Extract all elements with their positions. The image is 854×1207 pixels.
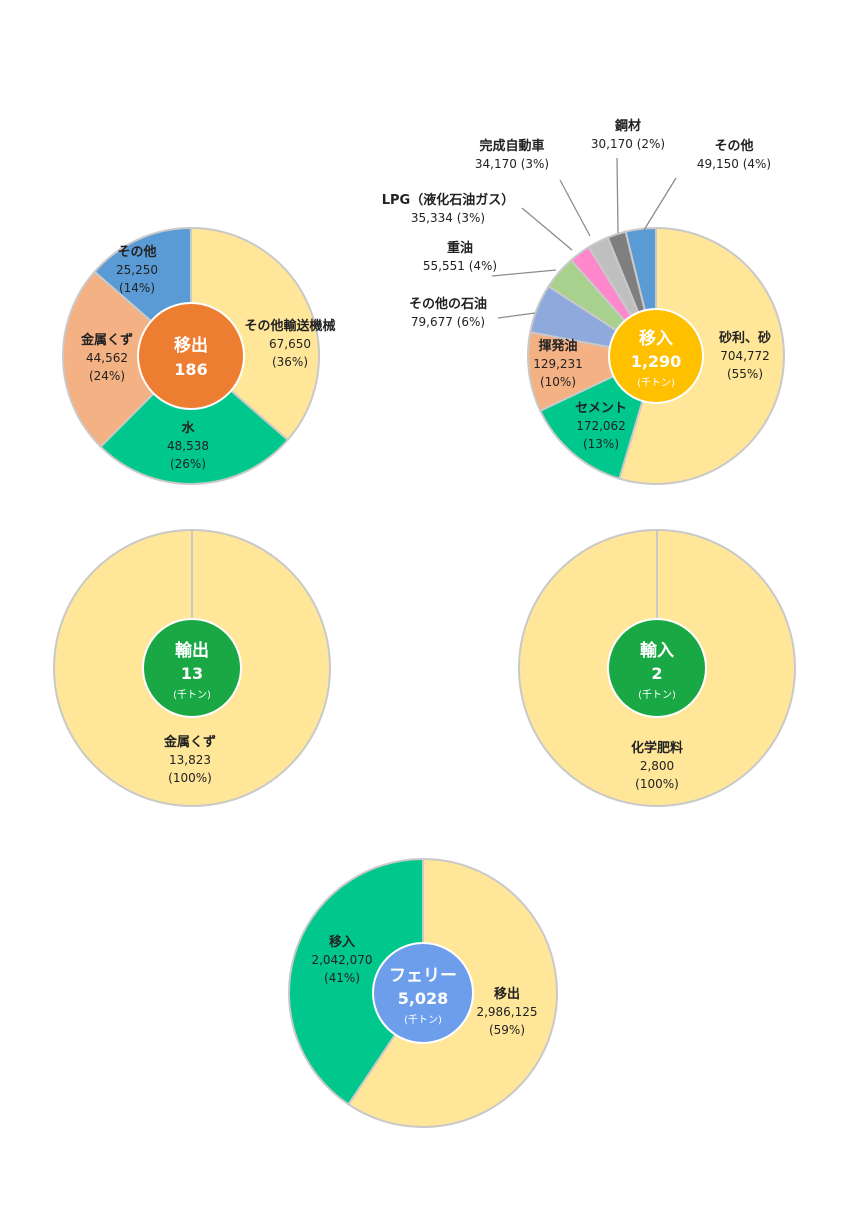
pie-slice	[288, 858, 424, 1106]
slice-label-name: 揮発油	[538, 338, 577, 354]
donut-chart-1: 移出 186 その他輸送機械 67,650 (36%) 水 48,538 (26%) 金属くず 4…	[62, 227, 336, 486]
slice-label-pct: (24%)	[89, 369, 125, 383]
slice-label-value: 25,250	[116, 263, 158, 277]
center-circle	[137, 302, 245, 410]
slice-label-name: その他輸送機械	[244, 318, 335, 334]
slice-label-value: 13,823	[169, 753, 211, 767]
slice-label-pct: (100%)	[635, 777, 679, 791]
center-circle	[372, 942, 474, 1044]
slice-label-value: 129,231	[533, 357, 583, 371]
center-title: フェリー	[389, 966, 457, 986]
slice-label-pct: (26%)	[170, 457, 206, 471]
center-total: 13	[181, 664, 203, 683]
pie-slice	[62, 270, 192, 448]
slice-label-name: 移出	[494, 986, 520, 1002]
slice-label-name: 水	[181, 420, 195, 436]
slice-label-name: その他	[117, 244, 156, 260]
slice-label-value: 2,986,125	[476, 1005, 537, 1019]
donut-chart-2: 移入 1,290 (千トン) 砂利、砂 704,772 (55%) セメント 172,062 (…	[382, 118, 785, 485]
center-circle	[607, 618, 707, 718]
slice-label-name: 砂利、砂	[718, 330, 771, 346]
pie-slice	[190, 227, 321, 441]
leader-line	[559, 179, 591, 237]
slice-label-value: 30,170 (2%)	[591, 137, 665, 151]
slice-label-value: 44,562	[86, 351, 128, 365]
slice-label-name: 鋼材	[614, 118, 641, 134]
slice-label-value: 49,150 (4%)	[697, 157, 771, 171]
slice-label-pct: (59%)	[489, 1023, 525, 1037]
slice-label-name: 完成自動車	[479, 138, 544, 154]
slice-label-name: その他の石油	[409, 296, 487, 312]
center-title: 輸入	[640, 640, 674, 661]
slice-label-value: 2,042,070	[311, 953, 372, 967]
donut-chart-5: フェリー 5,028 (千トン) 移出 2,986,125 (59%) 移入 2,042,07…	[288, 858, 558, 1128]
leader-line	[616, 157, 619, 234]
slice-label-name: 金属くず	[80, 332, 133, 348]
donut-chart-3: 輸出 13 (千トン) 金属くず 13,823 (100%)	[53, 529, 331, 807]
slice-label-pct: (55%)	[727, 367, 763, 381]
slice-label-name: 金属くず	[163, 734, 216, 750]
center-circle	[608, 308, 704, 404]
center-unit: (千トン)	[404, 1014, 442, 1026]
center-title: 移入	[639, 328, 673, 349]
slice-label-value: 48,538	[167, 439, 209, 453]
slice-label-pct: (13%)	[583, 437, 619, 451]
slice-label-name: セメント	[575, 401, 627, 416]
slice-label-value: 55,551 (4%)	[423, 259, 497, 273]
leader-line	[497, 312, 536, 319]
slice-label-value: 172,062	[576, 419, 626, 433]
center-total: 2	[651, 664, 662, 683]
slice-label-name: LPG（液化石油ガス）	[382, 192, 514, 208]
center-total: 1,290	[631, 352, 682, 371]
slice-label-name: その他	[714, 138, 753, 154]
slice-label-pct: (100%)	[168, 771, 212, 785]
slice-label-name: 重油	[447, 240, 473, 256]
center-unit: (千トン)	[173, 689, 211, 701]
leader-line	[643, 177, 677, 231]
donut-chart-4: 輸入 2 (千トン) 化学肥料 2,800 (100%)	[518, 529, 796, 807]
leader-line	[491, 269, 557, 277]
center-unit: (千トン)	[638, 689, 676, 701]
slice-label-name: 移入	[329, 934, 355, 950]
slice-label-value: 67,650	[269, 337, 311, 351]
slice-label-pct: (14%)	[119, 281, 155, 295]
slice-label-pct: (36%)	[272, 355, 308, 369]
slice-label-value: 34,170 (3%)	[475, 157, 549, 171]
slice-label-name: 化学肥料	[631, 740, 683, 756]
center-total: 5,028	[398, 989, 449, 1008]
slice-label-value: 79,677 (6%)	[411, 315, 485, 329]
slice-label-pct: (41%)	[324, 971, 360, 985]
center-title: 移出	[174, 335, 208, 356]
pie-slice	[99, 355, 289, 486]
center-circle	[142, 618, 242, 718]
leader-line	[521, 207, 573, 251]
center-unit: (千トン)	[637, 377, 675, 389]
slice-label-value: 2,800	[640, 759, 674, 773]
center-total: 186	[174, 360, 207, 379]
slice-label-value: 704,772	[720, 349, 770, 363]
slice-label-pct: (10%)	[540, 375, 576, 389]
slice-label-value: 35,334 (3%)	[411, 211, 485, 225]
center-title: 輸出	[175, 640, 209, 661]
